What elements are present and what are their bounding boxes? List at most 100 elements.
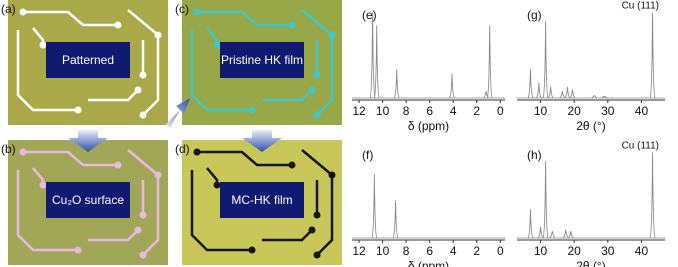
panel-label: (d)	[175, 142, 190, 156]
panel-label: (a)	[1, 2, 16, 16]
circuit-pad	[288, 21, 296, 29]
circuit-trace	[23, 10, 118, 27]
x-tick-label: 10	[534, 244, 548, 258]
x-tick-label: 12	[352, 244, 366, 258]
circuit-pad	[308, 226, 316, 234]
circuit-pad	[328, 171, 336, 179]
circuit-pad	[288, 161, 296, 169]
label-text: Cu₂O surface	[52, 193, 124, 207]
x-tick-label: 2	[473, 104, 480, 118]
circuit-pad	[213, 41, 221, 49]
peak	[373, 25, 380, 99]
peak	[486, 25, 493, 99]
circuit-pad	[139, 211, 147, 219]
x-tick-label: 6	[426, 104, 433, 118]
circuit-trace	[16, 30, 78, 112]
circuit-trace	[301, 149, 334, 256]
peak	[562, 229, 569, 239]
x-tick-label: 40	[635, 244, 649, 258]
circuit-pad	[39, 41, 47, 49]
circuit-pad	[154, 171, 162, 179]
circuit-trace	[190, 170, 252, 252]
circuit-trace	[127, 149, 160, 256]
x-axis-label: 2θ (°)	[576, 259, 605, 267]
arrow	[166, 98, 190, 128]
x-axis-label: δ (ppm)	[408, 259, 449, 267]
annotation: Cu (111)	[622, 1, 659, 12]
x-tick-label: 10	[376, 244, 390, 258]
x-tick-label: 0	[497, 244, 504, 258]
circuit-pad	[313, 211, 321, 219]
peak	[371, 174, 378, 239]
circuit-trace	[88, 229, 139, 242]
x-tick-label: 20	[568, 244, 582, 258]
peak	[567, 231, 574, 239]
circuit-trace	[127, 9, 160, 116]
circuit-trace	[88, 89, 139, 102]
peak	[369, 12, 376, 99]
photo-panels: Patterned (a) Cu₂O surface (b) Pristine HK f…	[1, 0, 342, 265]
x-tick-label: 8	[403, 104, 410, 118]
circuit-trace	[262, 89, 313, 102]
arrow	[242, 130, 282, 152]
x-tick-label: 30	[601, 104, 615, 118]
peak	[649, 152, 656, 239]
circuit-pad	[19, 148, 27, 156]
circuit-pad	[313, 111, 321, 119]
circuit-pad	[134, 226, 142, 234]
label-text: Pristine HK film	[221, 53, 303, 67]
peak	[547, 86, 554, 99]
x-axis-label: δ (ppm)	[408, 119, 449, 133]
label-box	[220, 182, 304, 218]
circuit-pad	[313, 251, 321, 259]
peak	[535, 82, 542, 99]
label-text: MC-HK film	[231, 193, 292, 207]
circuit-pad	[114, 161, 122, 169]
circuit-pad	[139, 111, 147, 119]
x-tick-label: 2	[473, 244, 480, 258]
circuit-pad	[193, 148, 201, 156]
circuit-trace	[16, 170, 78, 252]
circuit-pad	[213, 181, 221, 189]
x-tick-label: 4	[450, 244, 457, 258]
peak	[549, 231, 556, 239]
x-tick-label: 10	[534, 104, 548, 118]
circuit-trace	[197, 10, 292, 27]
peak	[569, 89, 576, 99]
panel-label: (g)	[527, 8, 542, 22]
circuit-pad	[134, 86, 142, 94]
circuit-pad	[313, 71, 321, 79]
circuit-pad	[114, 21, 122, 29]
annotation: Cu (111)	[622, 141, 659, 152]
circuit-trace	[262, 229, 313, 242]
circuit-pad	[139, 71, 147, 79]
x-tick-label: 10	[376, 104, 390, 118]
panel-label: (f)	[362, 148, 373, 162]
peak	[542, 21, 549, 99]
circuit-pad	[39, 181, 47, 189]
x-tick-label: 20	[568, 104, 582, 118]
panel-label: (c)	[175, 2, 189, 16]
panel-label: (h)	[527, 148, 542, 162]
circuit-pad	[74, 106, 82, 114]
peak	[392, 200, 399, 239]
x-tick-label: 6	[426, 244, 433, 258]
x-tick-label: 40	[635, 104, 649, 118]
circuit-pad	[74, 246, 82, 254]
x-axis-label: 2θ (°)	[576, 119, 605, 133]
x-tick-label: 0	[497, 104, 504, 118]
label-box	[220, 42, 304, 78]
peak	[527, 209, 534, 239]
peak	[649, 12, 656, 99]
label-box	[46, 42, 130, 78]
x-tick-label: 30	[601, 244, 615, 258]
panel-label: (b)	[1, 142, 16, 156]
peak	[537, 226, 544, 239]
peak	[449, 73, 455, 99]
circuit-pad	[154, 31, 162, 39]
x-tick-label: 4	[450, 104, 457, 118]
circuit-trace	[190, 30, 252, 112]
